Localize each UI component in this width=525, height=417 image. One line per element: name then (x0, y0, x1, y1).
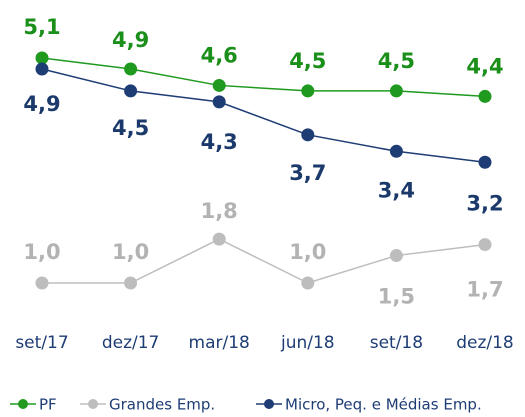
point (35, 276, 49, 290)
point (124, 62, 138, 76)
point (212, 95, 226, 109)
point (478, 89, 492, 103)
point (478, 238, 492, 252)
x-tick-label: mar/18 (189, 333, 250, 353)
point (301, 84, 315, 98)
data-label: 4,5 (378, 49, 415, 73)
data-label: 5,1 (23, 15, 60, 39)
point (124, 84, 138, 98)
data-label: 4,9 (23, 92, 60, 116)
series-line (41, 57, 486, 98)
point (301, 128, 315, 142)
legend-label: Grandes Emp. (109, 396, 215, 414)
point (389, 249, 403, 263)
legend-marker (18, 399, 28, 409)
data-label: 3,4 (378, 178, 415, 202)
legend-label: PF (39, 396, 57, 414)
series-line (42, 238, 486, 284)
data-label: 3,2 (466, 191, 503, 215)
point (35, 62, 49, 76)
point (35, 51, 49, 65)
legend-marker (264, 399, 274, 409)
x-tick-label: set/17 (15, 333, 68, 353)
data-label: 1,7 (466, 278, 503, 302)
x-tick-label: dez/18 (456, 333, 514, 353)
series-line (41, 68, 486, 164)
point (478, 155, 492, 169)
point (301, 276, 315, 290)
point (389, 84, 403, 98)
x-tick-label: set/18 (370, 333, 423, 353)
data-label: 4,6 (201, 43, 238, 67)
data-label: 1,0 (289, 240, 326, 264)
point (389, 144, 403, 158)
data-label: 4,4 (466, 54, 503, 78)
data-label: 1,8 (201, 199, 238, 223)
legend-marker (88, 399, 98, 409)
data-label: 1,5 (378, 285, 415, 309)
data-label: 3,7 (289, 161, 326, 185)
point (212, 78, 226, 92)
data-label: 1,0 (112, 240, 149, 264)
point (124, 276, 138, 290)
data-label: 1,0 (23, 240, 60, 264)
data-label: 4,5 (112, 116, 149, 140)
data-label: 4,9 (112, 28, 149, 52)
data-label: 4,5 (289, 49, 326, 73)
data-label: 4,3 (201, 130, 238, 154)
x-tick-label: dez/17 (102, 333, 160, 353)
point (212, 232, 226, 246)
legend-label: Micro, Peq. e Médias Emp. (285, 396, 482, 414)
x-tick-label: jun/18 (280, 333, 335, 353)
